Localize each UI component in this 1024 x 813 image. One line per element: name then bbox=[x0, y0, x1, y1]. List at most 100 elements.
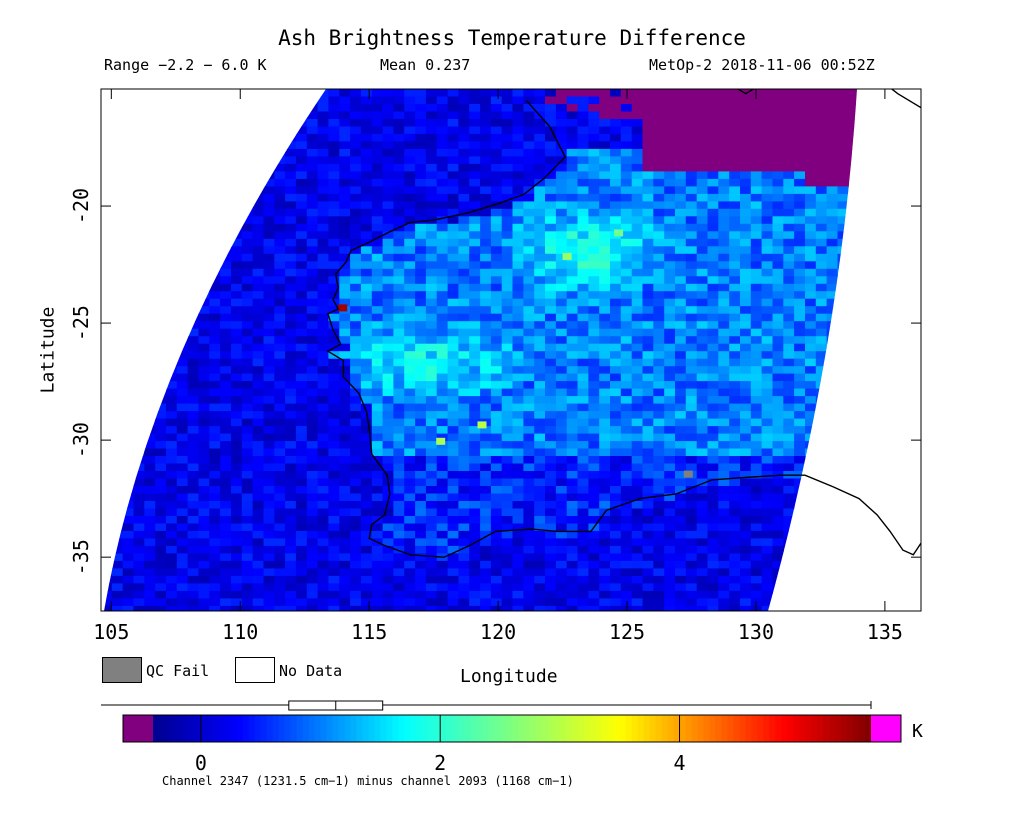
swath-cell bbox=[425, 403, 438, 412]
swath-cell bbox=[436, 126, 449, 135]
swath-cell bbox=[393, 433, 405, 442]
swath-cell bbox=[718, 186, 730, 195]
swath-cell bbox=[599, 178, 611, 187]
swath-cell bbox=[685, 530, 698, 539]
swath-cell bbox=[848, 171, 857, 180]
swath-cell bbox=[104, 426, 113, 435]
swath-cell bbox=[133, 516, 145, 525]
swath-cell bbox=[881, 464, 892, 472]
swath-cell bbox=[241, 523, 254, 532]
swath-cell bbox=[458, 231, 470, 240]
swath-cell bbox=[718, 276, 730, 285]
swath-cell bbox=[317, 381, 329, 390]
swath-cell bbox=[415, 433, 427, 442]
swath-cell bbox=[415, 411, 427, 420]
swath-cell bbox=[881, 246, 892, 254]
swath-cell bbox=[360, 463, 373, 472]
swath-cell bbox=[566, 163, 579, 172]
swath-cell bbox=[653, 351, 665, 360]
swath-cell bbox=[620, 231, 633, 240]
swath-cell bbox=[371, 501, 384, 510]
swath-cell bbox=[815, 283, 828, 292]
swath-cell bbox=[306, 306, 319, 315]
swath-cell bbox=[664, 388, 676, 397]
swath-cell bbox=[718, 530, 730, 539]
swath-cell bbox=[620, 508, 633, 517]
swath-cell bbox=[144, 216, 156, 225]
swath-cell bbox=[837, 171, 849, 180]
swath-cell bbox=[577, 575, 589, 584]
swath-cell bbox=[815, 111, 828, 120]
swath-cell bbox=[555, 89, 568, 98]
swath-cell bbox=[328, 246, 340, 255]
swath-cell bbox=[718, 373, 730, 382]
swath-cell bbox=[545, 253, 557, 262]
swath-cell bbox=[393, 268, 405, 277]
swath-cell bbox=[144, 268, 156, 277]
swath-cell bbox=[458, 388, 470, 397]
swath-cell bbox=[350, 575, 362, 584]
swath-cell bbox=[588, 126, 600, 135]
swath-cell bbox=[750, 560, 763, 569]
swath-cell bbox=[209, 268, 221, 277]
swath-cell bbox=[155, 193, 167, 202]
swath-cell bbox=[382, 96, 394, 105]
swath-cell bbox=[425, 373, 438, 382]
swath-cell bbox=[393, 328, 405, 337]
swath-cell bbox=[653, 283, 665, 292]
swath-cell bbox=[555, 351, 568, 360]
swath-cell bbox=[848, 530, 857, 539]
swath-cell bbox=[870, 239, 881, 247]
swath-cell bbox=[783, 448, 795, 457]
swath-cell bbox=[166, 538, 178, 547]
swath-cell bbox=[198, 456, 210, 465]
swath-cell bbox=[176, 560, 189, 569]
swath-cell bbox=[360, 291, 373, 300]
swath-cell bbox=[707, 516, 719, 525]
swath-cell bbox=[892, 479, 903, 487]
swath-cell bbox=[371, 208, 384, 217]
swath-cell bbox=[664, 568, 676, 577]
swath-cell bbox=[144, 133, 156, 142]
swath-cell bbox=[772, 119, 784, 128]
swath-cell bbox=[155, 418, 167, 427]
swath-cell bbox=[328, 141, 340, 150]
swath-cell bbox=[339, 545, 351, 554]
swath-cell bbox=[892, 246, 903, 254]
swath-cell bbox=[653, 298, 665, 307]
swath-cell bbox=[599, 126, 611, 135]
swath-cell bbox=[295, 523, 308, 532]
swath-cell bbox=[642, 298, 654, 307]
swath-cell bbox=[447, 343, 459, 352]
swath-cell bbox=[761, 148, 773, 157]
swath-cell bbox=[772, 388, 784, 397]
swath-cell bbox=[469, 246, 481, 255]
swath-cell bbox=[750, 208, 763, 217]
swath-cell bbox=[501, 471, 514, 480]
swath-cell bbox=[664, 133, 676, 142]
swath-cell bbox=[696, 553, 709, 562]
swath-cell bbox=[599, 493, 611, 502]
swath-cell bbox=[274, 186, 286, 195]
swath-cell bbox=[642, 411, 654, 420]
swath-cell bbox=[523, 261, 535, 270]
swath-cell bbox=[263, 396, 275, 405]
swath-cell bbox=[122, 471, 135, 480]
swath-cell bbox=[881, 404, 892, 412]
swath-cell bbox=[881, 224, 892, 232]
swath-cell bbox=[295, 343, 308, 352]
swath-cell bbox=[295, 486, 308, 495]
swath-cell bbox=[133, 156, 145, 165]
swath-cell bbox=[534, 104, 546, 113]
swath-cell bbox=[166, 253, 178, 262]
swath-cell bbox=[718, 366, 730, 375]
swath-cell bbox=[252, 530, 264, 539]
swath-cell bbox=[761, 448, 773, 457]
swath-cell bbox=[176, 193, 189, 202]
swath-cell bbox=[198, 396, 210, 405]
swath-cell bbox=[176, 261, 189, 270]
swath-cell bbox=[642, 178, 654, 187]
swath-cell bbox=[360, 313, 373, 322]
swath-cell bbox=[447, 291, 459, 300]
swath-cell bbox=[631, 148, 644, 157]
